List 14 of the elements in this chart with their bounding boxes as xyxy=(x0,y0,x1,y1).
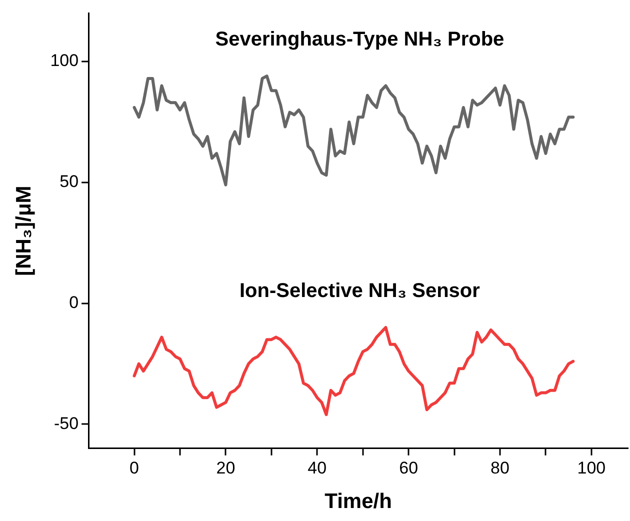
x-tick-label: 100 xyxy=(577,458,606,478)
y-tick-label: 50 xyxy=(60,172,79,192)
x-tick-label: 80 xyxy=(490,458,510,478)
x-axis-title: Time/h xyxy=(324,490,392,514)
x-tick-label: 40 xyxy=(308,458,327,478)
y-axis-title: [NH₃]/μM xyxy=(12,186,36,276)
x-tick-label: 60 xyxy=(399,458,418,478)
x-tick-label: 20 xyxy=(216,458,236,478)
y-tick-label: 0 xyxy=(69,293,79,312)
series-label: Severinghaus-Type NH₃ Probe xyxy=(215,28,504,51)
x-tick-label: 0 xyxy=(130,458,140,478)
y-tick-label: 100 xyxy=(50,51,79,70)
y-tick-label: -50 xyxy=(54,414,79,433)
series-label: Ion-Selective NH₃ Sensor xyxy=(239,280,480,302)
